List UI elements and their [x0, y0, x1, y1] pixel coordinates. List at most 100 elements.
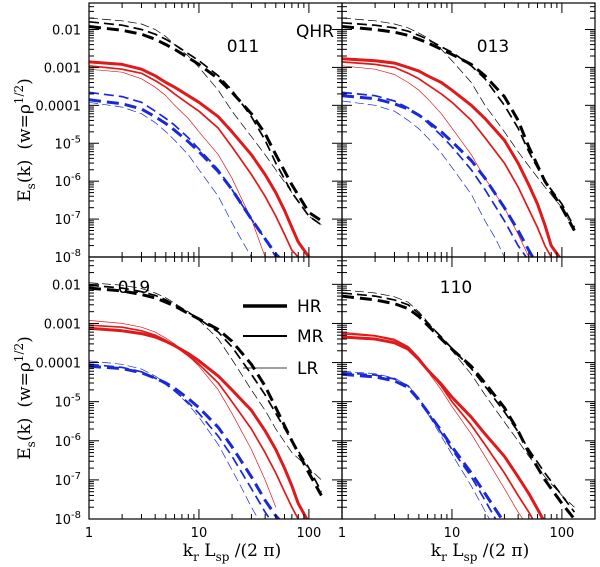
series-blue-lr: [89, 101, 252, 257]
ylabel-arg: (k): [15, 160, 35, 184]
panel-011: [89, 17, 323, 257]
xlabel-k: k: [431, 541, 442, 561]
panel-frame: [341, 2, 596, 258]
y-tick-label: 0.001: [44, 317, 81, 332]
panel-label: 110: [440, 278, 472, 298]
series-black-hr: [342, 294, 576, 519]
series-blue-mr: [342, 91, 528, 257]
y-tick-label: 10-7: [54, 210, 81, 228]
svg-text:Es(k)(w=ρ1/2): Es(k) (w=ρ1/2): [12, 78, 38, 202]
series-black-hr: [89, 286, 323, 497]
series-blue-hr: [89, 98, 281, 257]
series-black-mr: [342, 21, 576, 228]
panel-label: 013: [477, 37, 509, 57]
series-blue-hr: [89, 364, 281, 519]
ylabel-e-sub: s: [24, 441, 38, 447]
xlabel-k-sub: r: [193, 550, 199, 564]
series-black-lr: [342, 289, 575, 508]
series-black-lr: [342, 17, 575, 231]
series-red-lr: [342, 331, 524, 519]
legend-label-hr: HR: [297, 297, 322, 317]
panel-label: 011: [227, 37, 259, 57]
legend-label-lr: LR: [297, 359, 318, 379]
panel-019: [89, 282, 323, 519]
x-tick-label: 1: [338, 526, 346, 541]
ylabel-weight: (w=ρ: [15, 362, 35, 407]
xlabel-l-sub: sp: [464, 550, 478, 564]
xlabel-rest: /(2 π): [229, 541, 281, 561]
series-blue-mr: [89, 91, 277, 257]
y-tick-label: 0.01: [52, 278, 81, 293]
ylabel-weight-exp: 1/2: [12, 343, 26, 362]
x-tick-label: 100: [549, 526, 574, 541]
series-red-mr: [342, 61, 552, 257]
y-tick-label: 0.0001: [36, 99, 82, 114]
series-red-hr: [89, 326, 309, 519]
ylabel-weight: (w=ρ: [15, 104, 35, 149]
series-black-mr: [89, 284, 323, 493]
y-tick-label: 10-8: [54, 248, 81, 266]
y-tick-label: 10-8: [54, 510, 81, 528]
panel-extra-label: QHR: [296, 22, 334, 42]
ylabel-weight-close: ): [15, 336, 35, 343]
y-tick-label: 10-5: [54, 393, 81, 411]
xlabel-l: L: [447, 541, 464, 561]
xlabel-right: kr Lsp /(2 π): [431, 541, 529, 564]
xlabel-l-sub: sp: [216, 550, 230, 564]
panel-110: [342, 289, 576, 519]
series-red-hr: [342, 57, 562, 257]
series-red-lr: [89, 320, 277, 508]
series-black-lr: [89, 282, 322, 481]
axes: 0.01 0.001 0.0001 10-5 10-6 10-7 10-8 011 QHR 013…: [36, 2, 596, 541]
series-blue-lr: [342, 100, 505, 257]
series-blue-hr: [342, 372, 504, 519]
y-tick-label: 0.0001: [36, 357, 82, 372]
series-black-hr: [342, 25, 576, 232]
panel-013: [342, 17, 576, 257]
y-tick-label: 0.001: [44, 61, 81, 76]
ylabel-weight-close: ): [15, 78, 35, 85]
ylabel-weight-exp: 1/2: [12, 85, 26, 104]
y-tick-label: 10-5: [54, 134, 81, 152]
series-black-mr: [89, 20, 322, 226]
y-tick-label: 10-7: [54, 471, 81, 489]
series-blue-lr: [342, 370, 490, 519]
series-red-lr: [342, 65, 530, 257]
series-red-hr: [89, 60, 311, 257]
ylabel-e-sub: s: [24, 183, 38, 189]
series-blue-lr: [89, 360, 259, 519]
x-tick-label: 1: [85, 526, 93, 541]
xlabel-k-sub: r: [441, 550, 447, 564]
series-red-mr: [89, 324, 299, 519]
series-blue-mr: [342, 371, 497, 519]
legend: HR MR LR: [243, 297, 324, 379]
y-tick-label: 10-6: [54, 432, 81, 450]
svg-text:Es(k)(w=ρ1/2): Es(k) (w=ρ1/2): [12, 336, 38, 460]
ylabel-top: Es(k) (w=ρ1/2): [12, 78, 38, 202]
xlabel-k: k: [183, 541, 194, 561]
series-blue-hr: [342, 94, 535, 257]
xlabel-rest: /(2 π): [477, 541, 529, 561]
series-red-hr: [342, 335, 545, 519]
legend-label-mr: MR: [297, 327, 324, 347]
y-tick-label: 10-6: [54, 172, 81, 190]
series-black-lr: [89, 17, 322, 226]
y-tick-label: 0.01: [52, 24, 81, 39]
panels: [89, 17, 576, 519]
ylabel-e: E: [15, 189, 35, 201]
x-tick-label: 100: [296, 526, 321, 541]
panel-frame: [341, 256, 596, 520]
series-black-mr: [342, 292, 576, 513]
ylabel-arg: (k): [15, 418, 35, 442]
series-red-mr: [342, 332, 534, 519]
panel-label: 019: [118, 278, 150, 298]
series-blue-mr: [89, 363, 271, 519]
ylabel-e: E: [15, 447, 35, 459]
ylabel-bottom: Es(k) (w=ρ1/2): [12, 336, 38, 460]
xlabel-left: kr Lsp /(2 π): [183, 541, 281, 564]
x-tick-label: 10: [191, 526, 208, 541]
series-red-lr: [89, 68, 266, 257]
series-black-hr: [89, 25, 323, 223]
x-tick-label: 10: [444, 526, 461, 541]
